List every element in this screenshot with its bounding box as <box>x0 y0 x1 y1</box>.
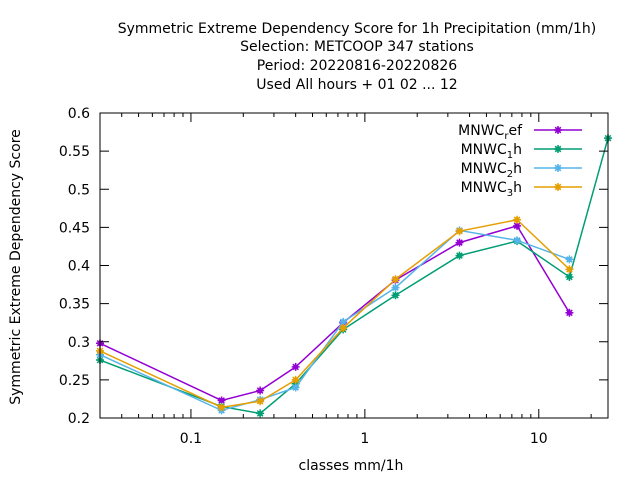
y-tick-label: 0.55 <box>59 144 90 160</box>
series-line <box>99 224 571 402</box>
legend-label: MNWC1h <box>461 142 522 161</box>
x-tick-label: 10 <box>530 431 548 447</box>
data-point-core <box>514 237 520 243</box>
y-tick-label: 0.2 <box>68 411 90 427</box>
data-point-core <box>392 285 399 291</box>
data-point-core <box>456 252 463 259</box>
data-point-core <box>566 310 573 316</box>
data-point-core <box>456 228 463 234</box>
y-tick-label: 0.6 <box>68 106 90 122</box>
y-tick-label: 0.5 <box>68 182 90 198</box>
legend-label: MNWC3h <box>461 180 522 199</box>
series-3h <box>96 215 574 412</box>
data-point-core <box>218 397 225 404</box>
data-point-core <box>218 404 225 410</box>
title-line-4: Used All hours + 01 02 ... 12 <box>256 77 457 93</box>
x-axis-label: classes mm/1h <box>299 458 404 474</box>
x-tick-label: 1 <box>360 431 369 447</box>
data-point-core <box>514 223 520 229</box>
y-tick-label: 0.4 <box>68 259 90 275</box>
data-point-core <box>340 319 346 325</box>
data-point-core <box>293 384 299 391</box>
data-point-core <box>566 266 573 272</box>
title-line-3: Period: 20220816-20220826 <box>257 58 457 74</box>
data-point-core <box>514 217 520 223</box>
y-tick-label: 0.35 <box>59 297 90 313</box>
legend-marker-core <box>555 184 561 190</box>
title-line-2: Selection: METCOOP 347 stations <box>240 39 474 55</box>
y-tick-label: 0.45 <box>59 220 90 236</box>
title-line-1: Symmetric Extreme Dependency Score for 1… <box>118 21 597 37</box>
data-point-core <box>257 387 263 394</box>
data-point-core <box>340 325 346 331</box>
y-tick-label: 0.3 <box>68 335 90 351</box>
data-point-core <box>392 276 399 282</box>
legend-label: MNWCref <box>458 123 523 142</box>
data-point-core <box>566 256 573 262</box>
legend-marker-core <box>555 165 561 171</box>
data-point-core <box>392 292 399 298</box>
series-line <box>99 218 570 409</box>
plot-frame <box>99 112 609 419</box>
data-point-core <box>566 274 573 280</box>
data-point-core <box>456 240 463 246</box>
series-1h <box>96 134 612 418</box>
legend-marker-core <box>555 127 561 133</box>
y-tick-label: 0.25 <box>59 373 90 389</box>
data-point-core <box>293 377 299 383</box>
series-line <box>99 137 609 415</box>
data-point-core <box>257 410 263 417</box>
data-point-core <box>293 364 299 370</box>
series-2h <box>96 226 574 415</box>
series-ref <box>96 221 574 405</box>
legend-marker-core <box>555 146 561 152</box>
data-point-core <box>257 398 263 404</box>
chart-title: Symmetric Extreme Dependency Score for 1… <box>118 21 597 93</box>
y-axis-label: Symmetric Extreme Dependency Score <box>8 129 24 405</box>
x-tick-label: 0.1 <box>180 431 202 447</box>
legend-label: MNWC2h <box>461 161 522 180</box>
